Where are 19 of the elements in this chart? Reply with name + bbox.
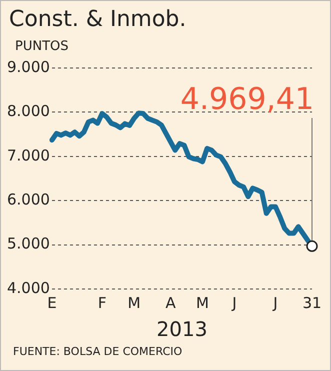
x-tick-label: M	[196, 294, 209, 312]
x-tick-label: 31	[302, 294, 322, 312]
source-note: FUENTE: BOLSA DE COMERCIO	[13, 345, 182, 358]
x-tick-label: E	[47, 294, 57, 312]
chart-title: Const. & Inmob.	[9, 7, 186, 32]
x-axis-title: 2013	[156, 317, 208, 342]
x-tick-label: M	[128, 294, 141, 312]
y-tick-label: 8.000	[6, 102, 50, 120]
x-tick-label: J	[272, 294, 278, 312]
y-tick-label: 4.000	[6, 278, 50, 297]
x-tick-label: A	[165, 294, 176, 312]
annotation: 4.969,41	[180, 82, 314, 117]
x-tick-label: F	[98, 294, 106, 312]
y-tick-label: 5.000	[6, 234, 50, 253]
y-tick-label: 7.000	[6, 146, 50, 164]
y-tick-label: 9.000	[6, 58, 50, 76]
y-axis-title: PUNTOS	[15, 39, 69, 54]
y-tick-label: 6.000	[6, 190, 50, 208]
x-tick-label: J	[231, 294, 237, 312]
